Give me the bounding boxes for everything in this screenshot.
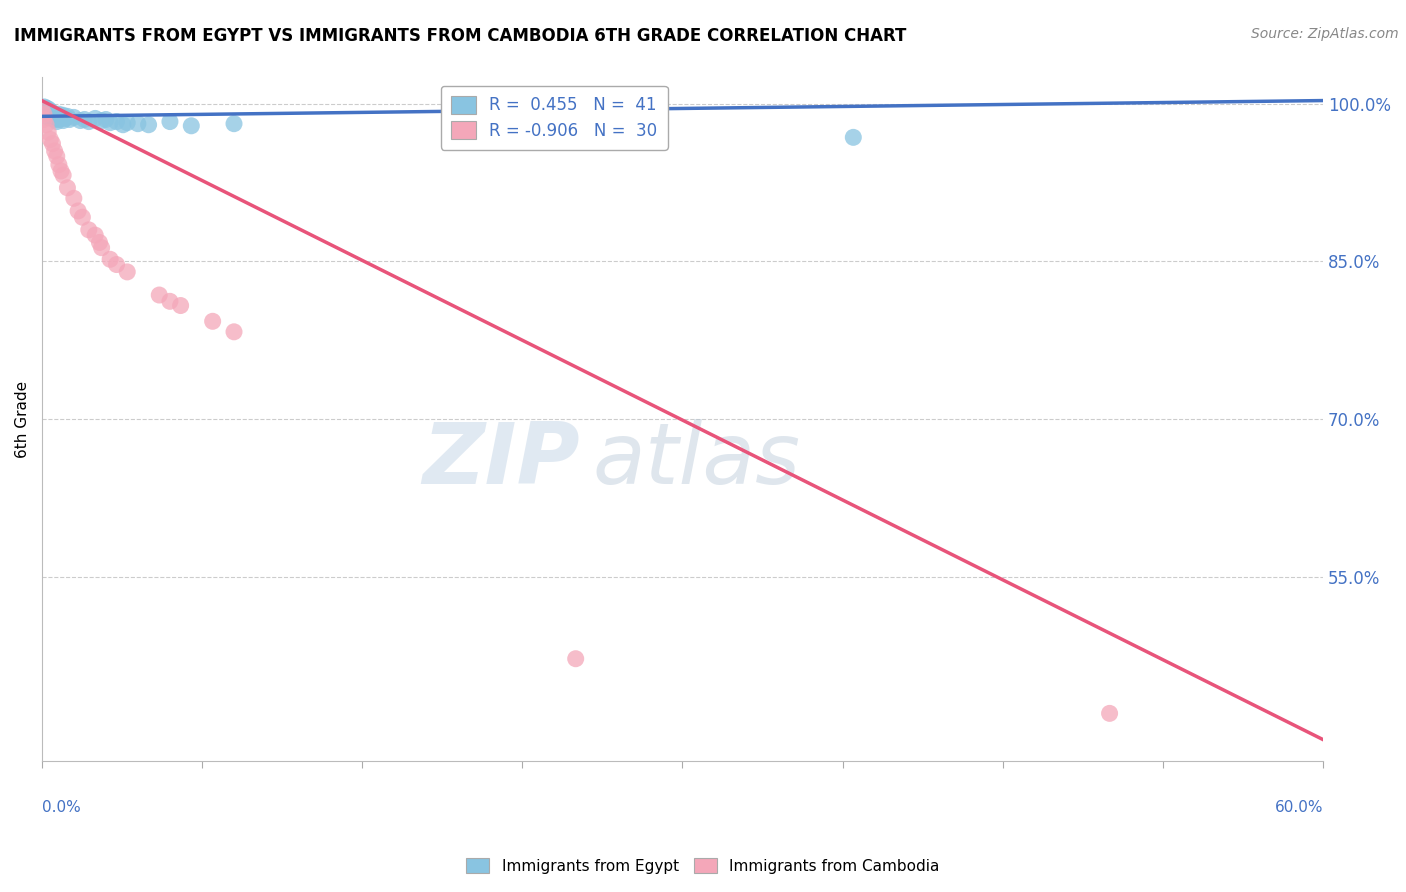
Point: [72, 211, 94, 225]
Point: [48, 112, 70, 127]
Point: [90, 113, 112, 128]
Legend: Immigrants from Egypt, Immigrants from Cambodia: Immigrants from Egypt, Immigrants from C…: [460, 852, 946, 880]
Point: [159, 294, 181, 309]
Point: [39, 132, 62, 146]
Point: [127, 117, 149, 131]
Point: [37, 125, 59, 139]
Text: 60.0%: 60.0%: [1275, 799, 1323, 814]
Point: [84, 228, 107, 243]
Point: [159, 114, 181, 128]
Point: [564, 651, 586, 665]
Point: [842, 130, 865, 145]
Point: [32, 107, 55, 121]
Text: Source: ZipAtlas.com: Source: ZipAtlas.com: [1251, 27, 1399, 41]
Point: [37, 106, 59, 120]
Point: [39, 104, 62, 119]
Point: [37, 111, 59, 125]
Point: [49, 164, 72, 178]
Point: [148, 288, 170, 302]
Point: [138, 118, 160, 132]
Point: [105, 258, 128, 272]
Point: [98, 115, 121, 129]
Point: [84, 112, 107, 126]
Point: [32, 100, 55, 114]
Point: [69, 113, 91, 128]
Point: [41, 106, 63, 120]
Point: [111, 118, 134, 132]
Point: [77, 223, 100, 237]
Point: [105, 114, 128, 128]
Point: [56, 109, 79, 123]
Point: [115, 115, 138, 129]
Point: [52, 108, 75, 122]
Point: [180, 119, 202, 133]
Point: [44, 144, 66, 158]
Text: ZIP: ZIP: [422, 418, 579, 501]
Text: IMMIGRANTS FROM EGYPT VS IMMIGRANTS FROM CAMBODIA 6TH GRADE CORRELATION CHART: IMMIGRANTS FROM EGYPT VS IMMIGRANTS FROM…: [14, 27, 907, 45]
Point: [89, 235, 111, 250]
Legend: R =  0.455   N =  41, R = -0.906   N =  30: R = 0.455 N = 41, R = -0.906 N = 30: [441, 86, 668, 150]
Point: [31, 102, 53, 116]
Point: [1098, 706, 1121, 721]
Point: [58, 112, 80, 127]
Point: [63, 111, 86, 125]
Point: [45, 114, 67, 128]
Point: [39, 108, 62, 122]
Point: [90, 241, 112, 255]
Point: [35, 105, 58, 120]
Point: [49, 111, 72, 125]
Point: [52, 113, 75, 128]
Point: [63, 191, 86, 205]
Point: [169, 299, 191, 313]
Point: [48, 158, 70, 172]
Point: [35, 101, 58, 115]
Point: [222, 325, 245, 339]
Point: [35, 118, 58, 132]
Point: [52, 168, 75, 182]
Point: [73, 112, 96, 127]
Point: [45, 109, 67, 123]
Point: [45, 149, 67, 163]
Point: [53, 112, 76, 126]
Point: [98, 252, 121, 267]
Point: [67, 203, 90, 218]
Text: atlas: atlas: [593, 418, 801, 501]
Point: [37, 102, 59, 116]
Point: [32, 112, 55, 127]
Point: [77, 114, 100, 128]
Point: [56, 181, 79, 195]
Point: [41, 112, 63, 126]
Point: [94, 112, 117, 127]
Point: [44, 112, 66, 127]
Point: [32, 103, 55, 117]
Point: [115, 265, 138, 279]
Point: [48, 107, 70, 121]
Point: [44, 107, 66, 121]
Y-axis label: 6th Grade: 6th Grade: [15, 381, 30, 458]
Point: [41, 136, 63, 151]
Text: 0.0%: 0.0%: [42, 799, 80, 814]
Point: [31, 104, 53, 119]
Point: [222, 117, 245, 131]
Point: [201, 314, 224, 328]
